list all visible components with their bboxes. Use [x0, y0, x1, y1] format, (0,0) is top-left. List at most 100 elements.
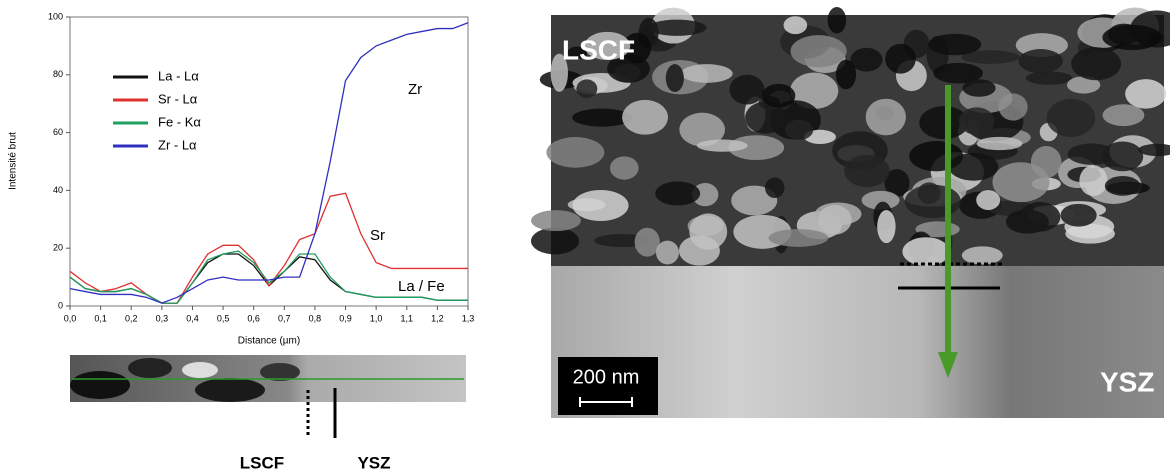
grain — [976, 190, 1001, 210]
legend-label: Zr - Lα — [158, 137, 197, 152]
grain — [260, 363, 300, 381]
grain — [1060, 203, 1097, 227]
x-tick-label: 0,8 — [309, 313, 322, 323]
grain — [1046, 98, 1096, 138]
grain — [1104, 176, 1141, 196]
x-tick-label: 0,2 — [125, 313, 138, 323]
y-tick-label: 0 — [58, 300, 63, 310]
grain — [729, 74, 765, 105]
legend-label: La - Lα — [158, 68, 199, 83]
grain — [992, 162, 1050, 203]
grain — [128, 358, 172, 378]
grain — [827, 7, 847, 34]
grain — [885, 43, 916, 74]
scale-box — [558, 357, 658, 415]
y-tick-label: 100 — [48, 11, 63, 21]
grain — [728, 135, 785, 161]
grain — [1071, 47, 1122, 81]
grain — [928, 33, 982, 56]
grain — [1102, 104, 1145, 127]
grain — [531, 210, 581, 232]
grain — [1018, 49, 1063, 74]
grain — [613, 63, 641, 83]
grain — [850, 47, 883, 72]
y-tick-label: 80 — [53, 69, 63, 79]
grain — [609, 156, 639, 180]
grain — [790, 72, 839, 110]
grain — [902, 237, 950, 267]
strip-label: LSCF — [240, 453, 284, 472]
grain — [567, 46, 588, 59]
grain — [1107, 23, 1140, 45]
legend-label: Sr - Lα — [158, 91, 198, 106]
grain — [976, 136, 1023, 151]
grains — [530, 7, 1170, 267]
grain — [865, 98, 906, 136]
grain — [655, 181, 701, 206]
grain — [790, 35, 847, 68]
grain — [1125, 79, 1167, 109]
x-tick-label: 1,0 — [370, 313, 383, 323]
plot-frame — [69, 16, 469, 307]
grain — [1138, 143, 1170, 157]
x-axis-label: Distance (µm) — [238, 336, 300, 347]
strip-label: YSZ — [357, 453, 390, 472]
grain — [961, 50, 1020, 64]
x-tick-label: 0,4 — [186, 313, 199, 323]
grain — [572, 108, 632, 127]
micrograph-label: LSCF — [562, 34, 635, 65]
grain — [1066, 76, 1101, 94]
line-scan-strip: LSCF YSZ — [70, 355, 466, 472]
grain — [745, 101, 787, 134]
micrograph: LSCF YSZ 200 nm — [530, 7, 1170, 418]
grain — [692, 182, 719, 207]
grain — [679, 112, 725, 147]
x-tick-label: 0,6 — [247, 313, 260, 323]
grain — [1102, 141, 1144, 172]
grain — [182, 362, 218, 378]
series-line — [69, 192, 468, 304]
grain — [783, 16, 808, 35]
annotation: La / Fe — [398, 278, 445, 295]
grain — [622, 32, 652, 64]
grain — [768, 229, 829, 247]
grain — [919, 106, 969, 140]
grain — [1079, 165, 1108, 197]
annotation: Zr — [408, 81, 422, 98]
y-tick-label: 20 — [53, 243, 63, 253]
micrograph-label: YSZ — [1100, 366, 1154, 397]
line-chart: 0 20 40 60 80 100 0,0 0,1 0,2 0,3 0,4 0,5 0,6 0,7 0,8 0… — [48, 11, 474, 323]
legend-label: Fe - Kα — [158, 114, 201, 129]
grain — [70, 371, 130, 399]
arrow-head — [938, 352, 958, 378]
x-tick-label: 0,3 — [156, 313, 169, 323]
grain — [835, 59, 857, 90]
annotation: Sr — [370, 227, 385, 244]
grain — [962, 79, 996, 97]
scale-label: 200 nm — [573, 366, 640, 388]
grain — [1025, 71, 1073, 85]
grain — [530, 227, 580, 255]
x-tick-label: 0,5 — [217, 313, 230, 323]
x-tick-label: 0,9 — [339, 313, 352, 323]
x-tick-label: 0,0 — [64, 313, 77, 323]
y-tick-label: 60 — [53, 127, 63, 137]
grain — [678, 235, 720, 266]
x-tick-label: 1,2 — [431, 313, 444, 323]
y-tick-label: 40 — [53, 185, 63, 195]
grain — [817, 204, 852, 235]
grain — [572, 189, 629, 222]
grain — [861, 190, 900, 210]
grain — [195, 378, 265, 402]
grain — [1019, 202, 1061, 232]
grain — [844, 154, 890, 188]
x-tick-label: 1,1 — [401, 313, 414, 323]
grain — [933, 62, 983, 84]
grain — [877, 209, 896, 244]
grain — [765, 177, 785, 199]
grain — [948, 153, 999, 181]
scale-bar — [579, 397, 633, 407]
grain — [656, 240, 679, 265]
series-line — [69, 250, 468, 304]
